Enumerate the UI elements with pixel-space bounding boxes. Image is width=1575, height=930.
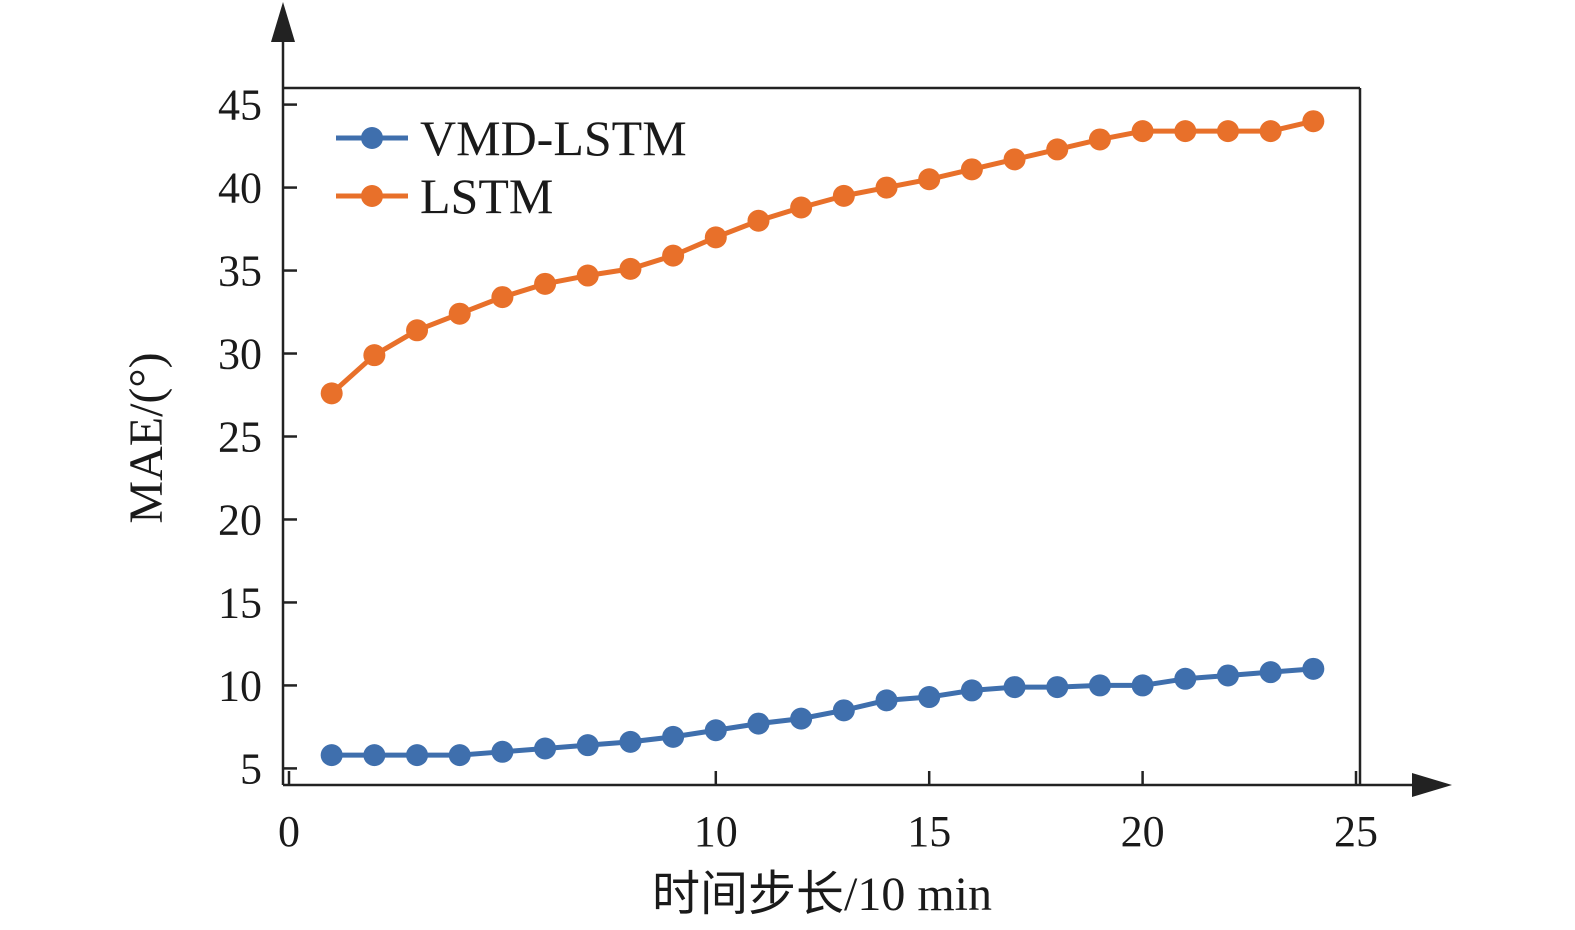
data-point-vmd-lstm (1259, 661, 1282, 684)
legend-label: LSTM (420, 168, 553, 224)
x-axis-arrow (1412, 773, 1452, 797)
data-point-lstm (960, 158, 983, 181)
data-point-lstm (1302, 110, 1325, 133)
data-point-lstm (363, 344, 386, 367)
y-tick-label: 20 (218, 495, 262, 544)
y-tick-label: 35 (218, 247, 262, 296)
data-point-vmd-lstm (662, 725, 685, 748)
data-point-vmd-lstm (320, 744, 343, 767)
data-point-lstm (704, 226, 727, 249)
legend-marker (361, 127, 383, 149)
y-tick-label: 25 (218, 413, 262, 462)
data-point-vmd-lstm (363, 744, 386, 767)
axes (271, 2, 1452, 797)
data-point-lstm (747, 209, 770, 232)
data-point-lstm (875, 176, 898, 199)
data-point-lstm (918, 168, 941, 191)
data-point-vmd-lstm (534, 737, 557, 760)
data-point-lstm (448, 302, 471, 325)
x-tick-label: 0 (278, 807, 300, 856)
data-point-vmd-lstm (1131, 674, 1154, 697)
legend-label: VMD-LSTM (420, 110, 687, 166)
data-point-vmd-lstm (491, 740, 514, 763)
data-point-lstm (1259, 120, 1282, 143)
y-tick-label: 45 (218, 81, 262, 130)
legend-item-lstm: LSTM (336, 168, 553, 224)
series-vmd-lstm (320, 657, 1325, 767)
data-point-vmd-lstm (619, 730, 642, 753)
data-point-vmd-lstm (875, 689, 898, 712)
data-point-lstm (406, 319, 429, 342)
data-point-lstm (320, 382, 343, 405)
x-tick-label: 20 (1121, 807, 1165, 856)
y-tick-label: 30 (218, 330, 262, 379)
data-point-lstm (1046, 138, 1069, 161)
data-point-vmd-lstm (1216, 664, 1239, 687)
y-ticks: 5 10 15 20 25 30 35 40 45 (218, 81, 297, 793)
data-point-vmd-lstm (1046, 676, 1069, 699)
data-point-vmd-lstm (790, 707, 813, 730)
data-point-lstm (790, 196, 813, 219)
data-point-vmd-lstm (1174, 667, 1197, 690)
data-point-lstm (1088, 128, 1111, 151)
x-tick-label: 10 (694, 807, 738, 856)
y-tick-label: 5 (240, 744, 262, 793)
x-tick-label: 15 (907, 807, 951, 856)
data-point-vmd-lstm (1003, 676, 1026, 699)
data-point-vmd-lstm (704, 719, 727, 742)
data-point-vmd-lstm (406, 744, 429, 767)
data-point-vmd-lstm (747, 712, 770, 735)
y-tick-label: 10 (218, 661, 262, 710)
legend-marker (361, 185, 383, 207)
legend-item-vmd-lstm: VMD-LSTM (336, 110, 687, 166)
data-point-vmd-lstm (1302, 657, 1325, 680)
data-point-vmd-lstm (918, 686, 941, 709)
series-lstm (320, 110, 1325, 405)
data-point-lstm (662, 244, 685, 267)
series-layer (320, 110, 1325, 767)
plot-frame (283, 86, 1362, 785)
x-axis-label: 时间步长/10 min (652, 868, 992, 921)
data-point-vmd-lstm (1088, 674, 1111, 697)
series-line-vmd-lstm (331, 666, 1314, 758)
data-point-lstm (491, 286, 514, 309)
x-tick-label: 25 (1334, 807, 1378, 856)
y-axis-label: MAE/(°) (120, 352, 173, 523)
data-point-lstm (619, 257, 642, 280)
x-ticks: 0 10 15 20 25 (278, 771, 1378, 856)
data-point-vmd-lstm (576, 734, 599, 757)
y-axis-arrow (271, 2, 295, 42)
data-point-vmd-lstm (832, 699, 855, 722)
data-point-vmd-lstm (448, 744, 471, 767)
data-point-lstm (534, 272, 557, 295)
data-point-lstm (576, 264, 599, 287)
data-point-lstm (1003, 148, 1026, 171)
data-point-vmd-lstm (960, 679, 983, 702)
data-point-lstm (1174, 120, 1197, 143)
data-point-lstm (1131, 120, 1154, 143)
data-point-lstm (832, 184, 855, 207)
y-tick-label: 40 (218, 164, 262, 213)
data-point-lstm (1216, 120, 1239, 143)
y-tick-label: 15 (218, 578, 262, 627)
